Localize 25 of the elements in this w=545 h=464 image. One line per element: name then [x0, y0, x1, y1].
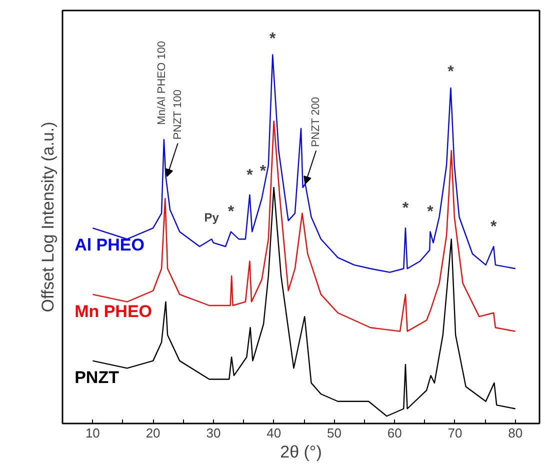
annotation: Py: [204, 210, 220, 224]
x-tick-label: 30: [206, 426, 221, 440]
annotation: *: [260, 163, 267, 180]
annotation: *: [427, 204, 434, 221]
series-label: Mn PHEO: [74, 302, 152, 321]
x-tick-label: 60: [387, 426, 402, 440]
text: *: [270, 30, 277, 48]
x-tick-label: 80: [508, 426, 523, 440]
annotation: PNZT 100: [172, 90, 184, 140]
x-axis-title: 2θ (°): [280, 442, 322, 462]
annotation: *: [246, 166, 254, 184]
annotation: Mn/Al PHEO 100: [156, 41, 168, 125]
x-tick-label: 20: [146, 426, 160, 440]
y-axis-title: Offset Log Intensity (a.u.): [38, 122, 58, 312]
annotation: *: [402, 200, 410, 217]
annotation: *: [490, 218, 498, 236]
x-tick-label: 70: [448, 426, 462, 440]
annotation: PNZT 200: [310, 97, 322, 147]
x-tick-label: 40: [266, 426, 282, 440]
x-tick-label: 50: [326, 426, 342, 440]
annotation: *: [448, 64, 455, 81]
x-tick-label: 10: [85, 426, 100, 440]
series-label: Al PHEO: [74, 235, 144, 254]
annotation: *: [228, 204, 235, 221]
series-label: PNZT: [74, 368, 120, 388]
